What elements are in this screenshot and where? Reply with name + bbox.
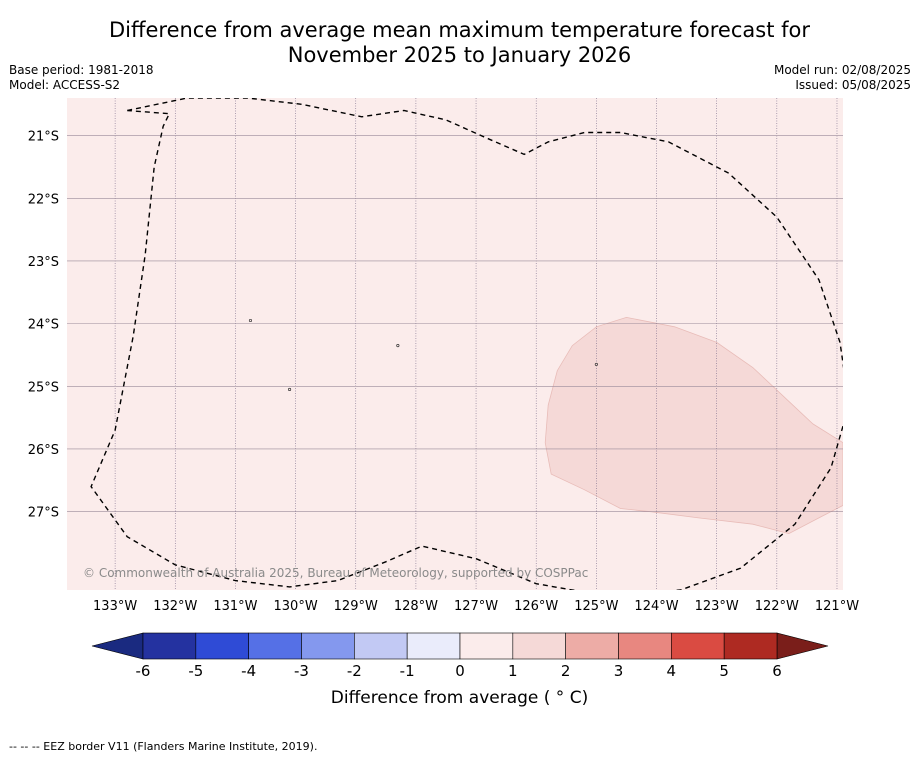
- colorbar-segment: [671, 632, 725, 660]
- colorbar-segment: [459, 632, 514, 660]
- meta-right: Model run: 02/08/2025 Issued: 05/08/2025: [774, 63, 911, 93]
- colorbar-segment: [618, 632, 672, 660]
- warm-anomaly-region: [544, 316, 843, 535]
- colorbar-tick-label: 2: [561, 662, 571, 680]
- lat-tick-label: 21°S: [28, 130, 59, 145]
- copyright-text: © Commonwealth of Australia 2025, Bureau…: [83, 566, 588, 580]
- colorbar-segment: [248, 632, 302, 660]
- colorbar-segment: [354, 632, 408, 660]
- colorbar-title: Difference from average ( ° C): [330, 688, 589, 708]
- colorbar-segment: [301, 632, 355, 660]
- colorbar-tick-label: -6: [136, 662, 151, 680]
- colorbar-tick-label: -1: [400, 662, 415, 680]
- colorbar-tick-label: -3: [294, 662, 309, 680]
- island-marker: [288, 387, 292, 391]
- lat-tick-label: 22°S: [28, 192, 59, 207]
- lon-tick-label: 131°W: [213, 599, 257, 614]
- lat-tick-label: 23°S: [28, 255, 59, 270]
- colorbar-segment: [565, 632, 619, 660]
- lat-tick-label: 26°S: [28, 443, 59, 458]
- colorbar-tick-label: -2: [347, 662, 362, 680]
- lon-tick-label: 124°W: [634, 599, 678, 614]
- colorbar-tick-label: -4: [241, 662, 256, 680]
- lon-tick-label: 133°W: [93, 599, 137, 614]
- colorbar-min-arrow: [91, 632, 144, 660]
- eez-border: [90, 98, 843, 590]
- lon-tick-label: 127°W: [454, 599, 498, 614]
- colorbar-segment: [142, 632, 197, 660]
- colorbar-segment: [512, 632, 566, 660]
- meta-left: Base period: 1981-2018 Model: ACCESS-S2: [9, 63, 154, 93]
- base-period-text: Base period: 1981-2018: [9, 63, 154, 77]
- lon-tick-label: 122°W: [755, 599, 799, 614]
- island-marker: [248, 318, 253, 323]
- colorbar-tick-label: 4: [667, 662, 677, 680]
- island-marker: [396, 344, 400, 348]
- lon-tick-label: 129°W: [334, 599, 378, 614]
- lon-tick-label: 132°W: [153, 599, 197, 614]
- colorbar-tick-label: 0: [455, 662, 465, 680]
- colorbar-tick-label: 1: [508, 662, 518, 680]
- colorbar-segment: [723, 632, 778, 660]
- model-text: Model: ACCESS-S2: [9, 78, 121, 92]
- lon-tick-label: 130°W: [274, 599, 318, 614]
- lon-tick-label: 126°W: [514, 599, 558, 614]
- lon-tick-label: 128°W: [394, 599, 438, 614]
- model-run-text: Model run: 02/08/2025: [773, 63, 911, 77]
- issued-text: Issued: 05/08/2025: [795, 78, 911, 92]
- forecast-map: © Commonwealth of Australia 2025, Bureau…: [28, 98, 859, 680]
- title-line-1: Difference from average mean maximum tem…: [109, 18, 810, 42]
- colorbar-segment: [195, 632, 249, 660]
- eez-legend-note: -- -- -- EEZ border V11 (Flanders Marine…: [9, 740, 318, 753]
- colorbar-tick-label: 6: [772, 662, 782, 680]
- colorbar-max-arrow: [776, 632, 829, 660]
- page-title: Difference from average mean maximum tem…: [0, 18, 919, 68]
- lat-tick-label: 27°S: [28, 506, 59, 521]
- colorbar-segment: [406, 632, 461, 660]
- lon-tick-label: 123°W: [695, 599, 739, 614]
- colorbar-tick-label: 3: [614, 662, 624, 680]
- lon-tick-label: 121°W: [815, 599, 859, 614]
- colorbar-tick-label: 5: [719, 662, 729, 680]
- lon-tick-label: 125°W: [574, 599, 618, 614]
- lat-tick-label: 25°S: [28, 380, 59, 395]
- colorbar-tick-label: -5: [188, 662, 203, 680]
- title-line-2: November 2025 to January 2026: [287, 43, 632, 67]
- lat-tick-label: 24°S: [28, 318, 59, 333]
- island-marker: [594, 362, 598, 366]
